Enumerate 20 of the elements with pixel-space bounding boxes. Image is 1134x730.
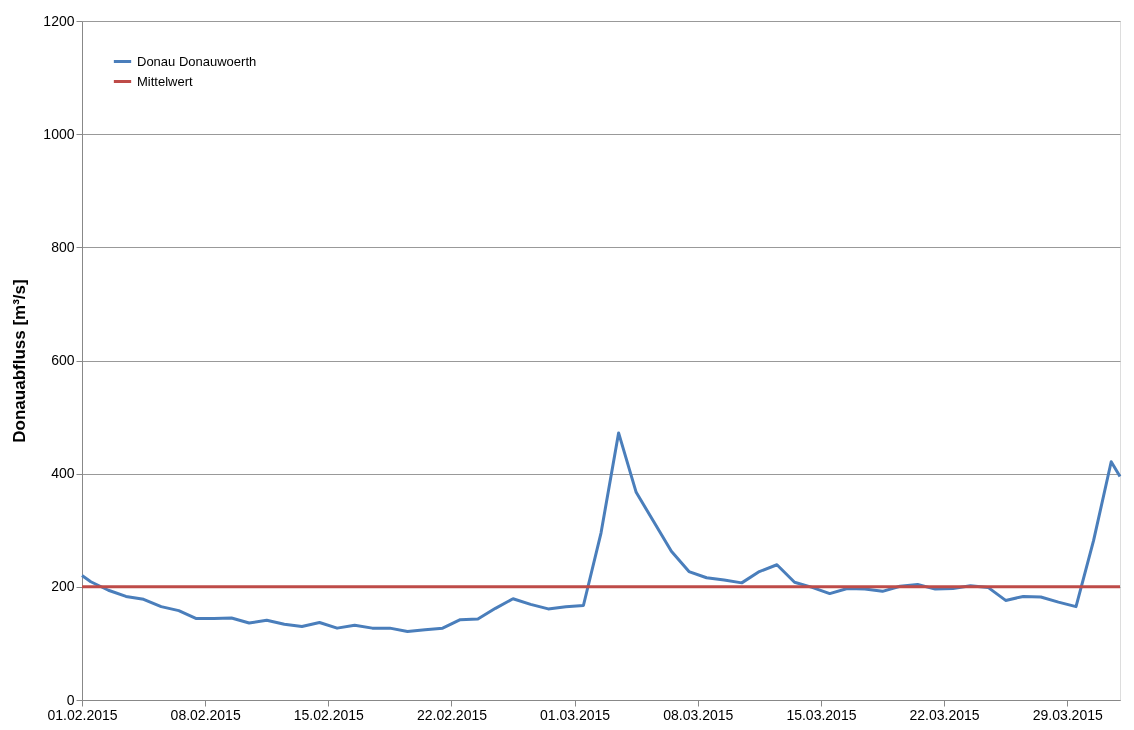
x-tick-label: 15.02.2015 [293, 706, 365, 723]
y-tick-label: 600 [51, 352, 75, 368]
y-tick-label: 200 [51, 578, 75, 595]
x-tick-label: 15.03.2015 [786, 706, 857, 723]
legend-label: Donau Donauwoerth [137, 53, 257, 69]
x-tick-label: 29.03.2015 [1032, 706, 1103, 723]
x-tick-label: 01.03.2015 [540, 706, 611, 723]
legend-label: Mittelwert [137, 73, 194, 89]
y-tick-label: 1200 [43, 12, 75, 29]
line-series [80, 431, 1122, 634]
x-tick-label: 22.03.2015 [909, 706, 980, 723]
y-tick-label: 800 [51, 238, 75, 255]
y-tick-label: 0 [66, 691, 75, 708]
y-tick-label: 1000 [43, 125, 75, 142]
x-tick-label: 08.02.2015 [170, 706, 241, 723]
x-tick-label: 01.02.2015 [47, 706, 118, 723]
y-axis-title: Donauabfluss [m³/s] [10, 279, 30, 443]
x-tick-label: 08.03.2015 [663, 706, 734, 723]
y-tick-label: 400 [51, 465, 75, 482]
x-tick-label: 22.02.2015 [416, 706, 488, 723]
